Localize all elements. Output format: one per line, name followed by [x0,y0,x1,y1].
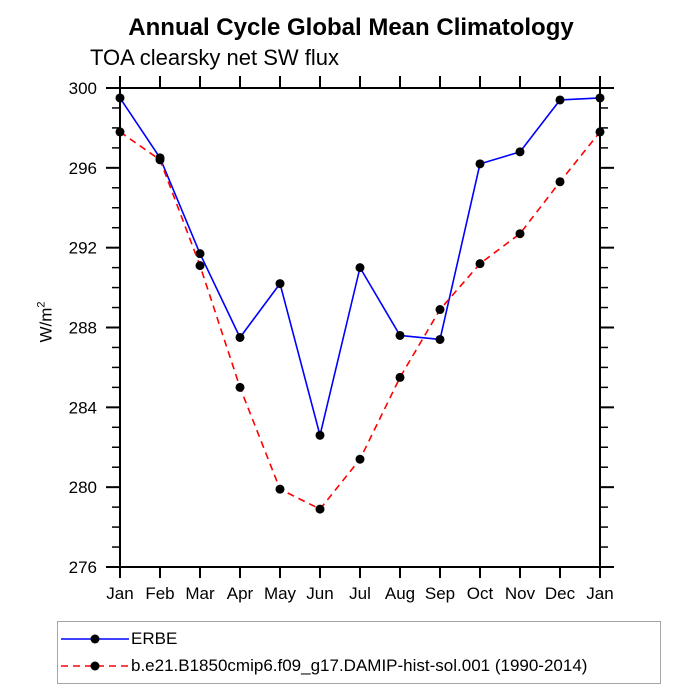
y-tick-label: 292 [69,239,97,258]
x-tick-label: Dec [545,584,576,603]
series-line-1 [119,131,601,510]
data-point-marker [315,430,325,440]
data-point-marker [235,382,245,392]
data-point-marker [435,334,445,344]
x-tick-label: Feb [145,584,174,603]
legend-line-sample-model [61,661,129,671]
series-1 [115,127,605,514]
x-tick-label: May [264,584,297,603]
x-tick-label: Jul [349,584,371,603]
y-tick-label: 300 [69,79,97,98]
y-tick-label: 276 [69,558,97,577]
data-point-marker [555,95,565,105]
data-point-marker [115,127,125,137]
data-point-marker [235,332,245,342]
chart-title: Annual Cycle Global Mean Climatology [128,14,574,41]
x-axis: Jan Feb Mar Apr May Jun Jul Aug Sep Oct Nov Dec Jan [106,76,614,603]
data-point-marker [275,279,285,289]
chart-subtitle: TOA clearsky net SW flux [90,45,340,70]
data-point-marker [155,155,165,165]
data-point-marker [275,484,285,494]
series-0 [115,93,605,440]
data-point-marker [515,147,525,157]
data-point-marker [595,127,605,137]
data-point-marker [515,229,525,239]
data-point-marker [435,305,445,315]
y-tick-label: 280 [69,478,97,497]
data-point-marker [595,93,605,103]
legend-line-sample-erbe [61,634,129,644]
x-tick-label: Jun [306,584,333,603]
x-tick-label: Jan [106,584,133,603]
data-point-marker [315,504,325,514]
y-axis: 276 280 284 288 292 296 300 [69,79,614,577]
plot-frame [119,87,601,568]
y-tick-label: 296 [69,159,97,178]
x-tick-label: Aug [385,584,415,603]
legend-sample-marker [90,661,100,671]
data-point-marker [195,249,205,259]
x-tick-label: Sep [425,584,455,603]
legend-box: ERBE b.e21.B1850cmip6.f09_g17.DAMIP-hist… [57,621,661,684]
data-point-marker [475,159,485,169]
data-point-marker [395,330,405,340]
legend-row-erbe: ERBE [60,629,177,649]
data-point-marker [475,259,485,269]
legend-sample-marker [90,634,100,644]
x-tick-label: Nov [505,584,536,603]
data-point-marker [115,93,125,103]
x-tick-label: Apr [227,584,254,603]
x-tick-label: Mar [185,584,215,603]
data-point-marker [555,177,565,187]
x-tick-label: Oct [467,584,494,603]
legend-label-erbe: ERBE [131,629,178,648]
x-tick-label: Jan [586,584,613,603]
y-tick-label: 288 [69,319,97,338]
data-point-marker [355,263,365,273]
y-tick-label: 284 [69,398,97,417]
legend-label-model: b.e21.B1850cmip6.f09_g17.DAMIP-hist-sol.… [131,656,588,675]
data-point-marker [195,261,205,271]
legend-row-model: b.e21.B1850cmip6.f09_g17.DAMIP-hist-sol.… [60,656,587,676]
data-point-marker [395,372,405,382]
data-point-marker [355,454,365,464]
